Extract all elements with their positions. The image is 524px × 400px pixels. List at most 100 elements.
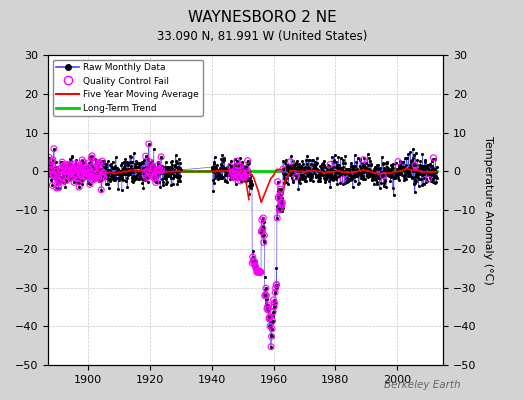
Point bbox=[426, 161, 434, 167]
Point bbox=[132, 158, 140, 164]
Point bbox=[422, 178, 430, 185]
Point bbox=[366, 168, 375, 174]
Point bbox=[421, 176, 430, 183]
Point bbox=[67, 162, 75, 169]
Point bbox=[57, 168, 66, 174]
Point bbox=[120, 159, 128, 165]
Point bbox=[123, 167, 131, 173]
Point bbox=[276, 205, 285, 212]
Point bbox=[173, 166, 182, 172]
Point bbox=[425, 172, 434, 179]
Point bbox=[264, 306, 272, 313]
Point bbox=[237, 169, 246, 175]
Point bbox=[96, 176, 105, 183]
Point bbox=[358, 160, 367, 166]
Point bbox=[211, 170, 219, 176]
Point bbox=[267, 333, 276, 340]
Point bbox=[228, 169, 236, 176]
Point bbox=[388, 166, 397, 172]
Point bbox=[334, 153, 343, 160]
Point bbox=[167, 158, 176, 165]
Point bbox=[248, 260, 256, 266]
Point bbox=[261, 292, 269, 298]
Point bbox=[336, 166, 344, 172]
Point bbox=[337, 170, 345, 176]
Point bbox=[288, 169, 296, 176]
Point bbox=[115, 174, 124, 181]
Point bbox=[410, 173, 419, 180]
Point bbox=[223, 166, 231, 172]
Point bbox=[168, 158, 176, 164]
Point bbox=[247, 185, 255, 191]
Point bbox=[162, 174, 170, 181]
Point bbox=[388, 161, 397, 168]
Point bbox=[275, 194, 283, 200]
Legend: Raw Monthly Data, Quality Control Fail, Five Year Moving Average, Long-Term Tren: Raw Monthly Data, Quality Control Fail, … bbox=[53, 60, 203, 116]
Point bbox=[106, 162, 115, 168]
Point bbox=[83, 180, 92, 186]
Point bbox=[157, 170, 166, 176]
Point bbox=[310, 165, 319, 171]
Point bbox=[76, 170, 84, 176]
Point bbox=[86, 158, 95, 164]
Point bbox=[142, 164, 150, 171]
Point bbox=[331, 169, 340, 176]
Point bbox=[256, 269, 264, 275]
Point bbox=[79, 165, 87, 171]
Point bbox=[221, 172, 230, 178]
Point bbox=[365, 170, 373, 176]
Point bbox=[340, 168, 348, 175]
Point bbox=[59, 179, 67, 185]
Point bbox=[158, 176, 167, 182]
Point bbox=[249, 258, 257, 264]
Point bbox=[330, 151, 339, 158]
Point bbox=[236, 162, 244, 169]
Point bbox=[136, 171, 144, 178]
Point bbox=[65, 162, 73, 169]
Point bbox=[92, 175, 100, 181]
Point bbox=[278, 202, 286, 208]
Point bbox=[294, 186, 302, 193]
Point bbox=[148, 164, 157, 171]
Point bbox=[322, 172, 330, 178]
Point bbox=[300, 176, 309, 182]
Point bbox=[408, 168, 417, 174]
Point bbox=[231, 170, 239, 176]
Point bbox=[111, 162, 119, 169]
Point bbox=[282, 174, 291, 181]
Point bbox=[57, 166, 65, 172]
Point bbox=[124, 172, 132, 178]
Point bbox=[381, 177, 389, 183]
Point bbox=[50, 172, 59, 178]
Point bbox=[143, 168, 151, 174]
Point bbox=[214, 172, 223, 178]
Point bbox=[151, 179, 160, 186]
Point bbox=[90, 165, 98, 172]
Text: Berkeley Earth: Berkeley Earth bbox=[385, 380, 461, 390]
Point bbox=[311, 164, 320, 170]
Point bbox=[256, 269, 264, 275]
Point bbox=[152, 168, 161, 175]
Point bbox=[83, 170, 92, 177]
Point bbox=[130, 174, 139, 180]
Point bbox=[162, 179, 171, 186]
Point bbox=[279, 166, 287, 172]
Point bbox=[155, 179, 163, 185]
Point bbox=[164, 170, 172, 177]
Point bbox=[406, 149, 414, 156]
Point bbox=[156, 170, 164, 176]
Point bbox=[335, 172, 343, 179]
Point bbox=[145, 162, 154, 168]
Point bbox=[327, 166, 335, 172]
Point bbox=[129, 178, 138, 185]
Point bbox=[221, 178, 230, 184]
Point bbox=[389, 165, 397, 171]
Point bbox=[260, 293, 269, 299]
Point bbox=[45, 158, 53, 165]
Point bbox=[146, 159, 155, 165]
Point bbox=[89, 172, 97, 178]
Point bbox=[150, 162, 158, 168]
Point bbox=[159, 165, 167, 172]
Point bbox=[361, 176, 369, 182]
Point bbox=[117, 176, 126, 182]
